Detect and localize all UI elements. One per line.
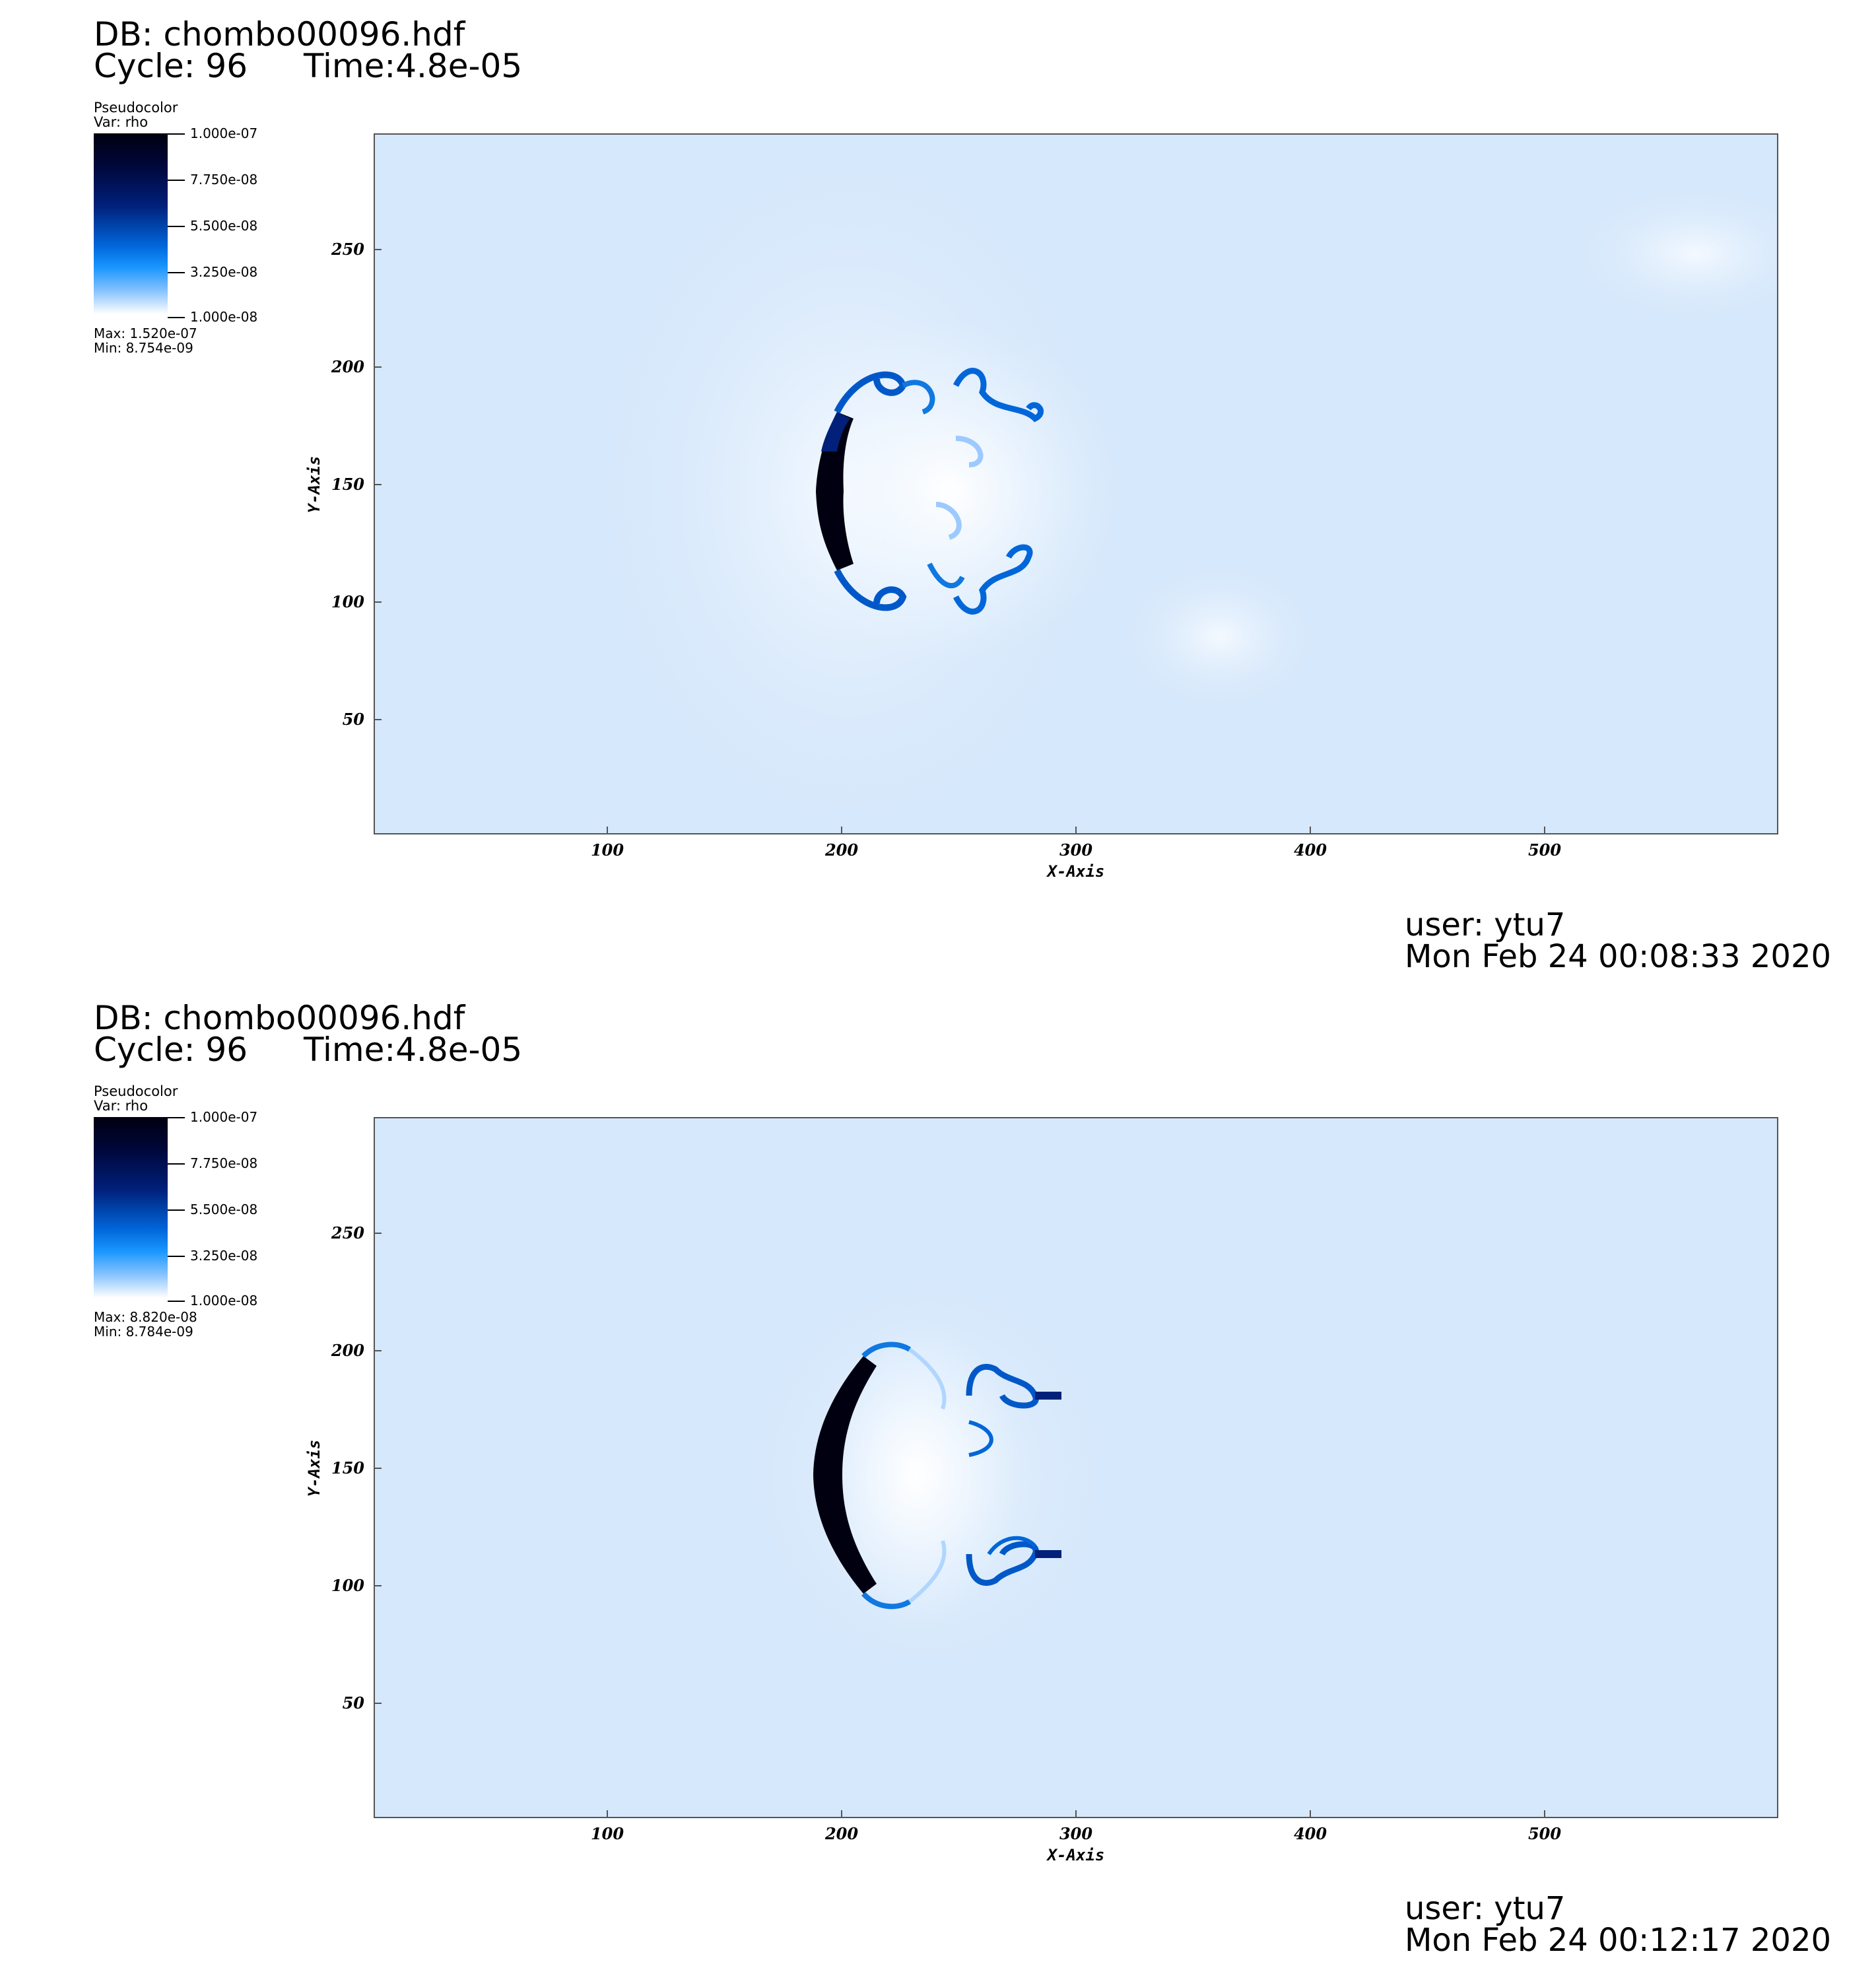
x-tick-label: 100: [590, 1824, 624, 1843]
x-axis-title: X-Axis: [1047, 862, 1105, 881]
colorbar-tick: [168, 1256, 185, 1257]
colorbar-tick-label: 5.500e-08: [190, 1202, 258, 1217]
y-axis-title: Y-Axis: [305, 456, 323, 514]
colorbar-tick: [168, 1163, 185, 1165]
colorbar-tick-label: 1.000e-07: [190, 125, 258, 141]
y-tick-label: 250: [331, 1223, 364, 1242]
x-tick-label: 500: [1527, 1824, 1562, 1843]
y-tick-label: 250: [331, 240, 364, 259]
colorbar-tick-label: 7.750e-08: [190, 1155, 258, 1171]
legend-plot-type: Pseudocolor: [94, 1083, 178, 1099]
colorbar-tick-label: 7.750e-08: [190, 172, 258, 187]
visit-window-panel-2: DB: chombo00096.hdf Cycle: 96 Time:4.8e-…: [0, 984, 1876, 1967]
database-label: DB: chombo00096.hdf: [94, 999, 465, 1037]
y-tick-label: 50: [342, 1693, 364, 1713]
density-field: [573, 135, 1777, 833]
colorbar-tick-label: 1.000e-08: [190, 309, 258, 325]
legend-min: Min: 8.784e-09: [94, 1324, 193, 1340]
density-field: [731, 1257, 1127, 1693]
colorbar-tick-label: 3.250e-08: [190, 264, 258, 280]
time-label: Time:4.8e-05: [304, 47, 523, 85]
x-axis-title: X-Axis: [1047, 1846, 1105, 1864]
database-label: DB: chombo00096.hdf: [94, 15, 465, 53]
colorbar-tick: [168, 1209, 185, 1211]
y-tick-label: 200: [331, 1341, 364, 1360]
colorbar-tick: [168, 226, 185, 227]
colorbar-tick: [168, 180, 185, 181]
pseudocolor-plot-area: [374, 133, 1778, 834]
visit-window-panel-1: DB: chombo00096.hdf Cycle: 96 Time:4.8e-…: [0, 0, 1876, 984]
x-tick-label: 500: [1527, 840, 1562, 860]
axis-ticks: [374, 1233, 1545, 1818]
x-tick-label: 200: [824, 840, 859, 860]
cycle-label: Cycle: 96: [94, 1031, 248, 1069]
y-tick-label: 150: [331, 1458, 364, 1478]
x-tick-label: 100: [590, 840, 624, 860]
timestamp-label: Mon Feb 24 00:08:33 2020: [1405, 938, 1832, 975]
colorbar-tick: [168, 272, 185, 273]
colorbar: [94, 133, 168, 314]
time-label: Time:4.8e-05: [304, 1031, 523, 1069]
y-tick-label: 200: [331, 357, 364, 376]
x-tick-label: 300: [1059, 840, 1093, 860]
y-tick-label: 100: [331, 1576, 364, 1595]
colorbar-tick-label: 3.250e-08: [190, 1248, 258, 1264]
colorbar-tick-label: 5.500e-08: [190, 218, 258, 234]
colorbar: [94, 1117, 168, 1298]
timestamp-label: Mon Feb 24 00:12:17 2020: [1405, 1922, 1832, 1959]
colorbar-tick: [168, 1301, 185, 1302]
x-tick-label: 400: [1293, 840, 1327, 860]
x-tick-label: 300: [1059, 1824, 1093, 1843]
colorbar-tick: [168, 1117, 185, 1118]
cycle-label: Cycle: 96: [94, 47, 248, 85]
x-tick-label: 200: [824, 1824, 859, 1843]
user-label: user: ytu7: [1405, 906, 1566, 943]
user-label: user: ytu7: [1405, 1890, 1566, 1927]
legend-plot-type: Pseudocolor: [94, 100, 178, 116]
y-tick-label: 150: [331, 475, 364, 494]
axis-ticks: [374, 249, 1545, 834]
legend-variable: Var: rho: [94, 114, 149, 130]
colorbar-tick: [168, 133, 185, 135]
pseudocolor-plot-area: [374, 1117, 1778, 1818]
colorbar-tick-label: 1.000e-08: [190, 1293, 258, 1308]
y-tick-label: 100: [331, 592, 364, 611]
colorbar-tick-label: 1.000e-07: [190, 1109, 258, 1125]
legend-max: Max: 8.820e-08: [94, 1309, 197, 1325]
legend-max: Max: 1.520e-07: [94, 325, 197, 341]
legend-min: Min: 8.754e-09: [94, 340, 193, 356]
legend-variable: Var: rho: [94, 1098, 149, 1114]
y-tick-label: 50: [342, 710, 364, 729]
x-tick-label: 400: [1293, 1824, 1327, 1843]
y-axis-title: Y-Axis: [305, 1439, 323, 1497]
colorbar-tick: [168, 317, 185, 318]
